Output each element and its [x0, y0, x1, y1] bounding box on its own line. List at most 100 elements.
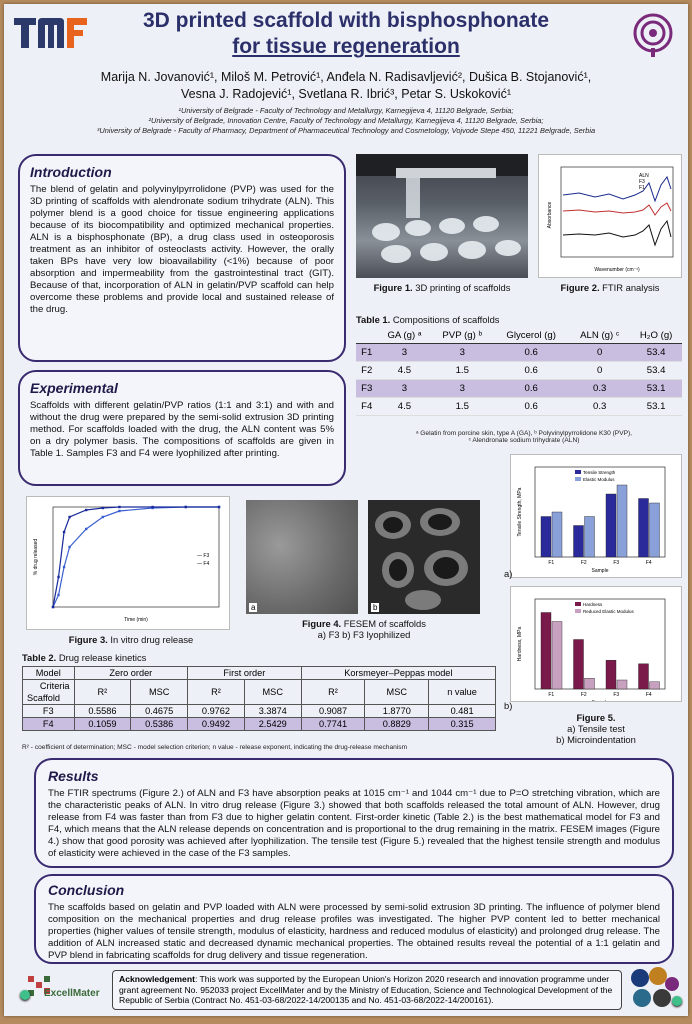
legend-swatch: [575, 477, 581, 481]
drug-release-chart: — F3 — F4 Time (min) % drug released: [26, 496, 230, 630]
title-line-1: 3D printed scaffold with bisphosphonate: [142, 9, 549, 32]
fesem-image-a: a: [246, 500, 358, 614]
poster-title: 3D printed scaffold with bisphosphonate …: [94, 8, 598, 60]
data-point: [85, 527, 88, 531]
table-cell: 1.5: [431, 397, 494, 416]
ack-text: : This work was supported by the Europea…: [119, 974, 613, 1005]
legend-swatch: [575, 609, 581, 613]
bar-F2-0: [573, 639, 584, 690]
fesem-image-b: b: [368, 500, 480, 614]
experimental-text: Scaffolds with different gelatin/PVP rat…: [30, 400, 334, 459]
table-row: F3 0.5586 0.4675 0.9762 3.3874 0.9087 1.8770 0.…: [22, 704, 496, 718]
table-cell: 0.6: [493, 397, 570, 416]
results-heading: Results: [48, 768, 99, 784]
bar-F2-1: [584, 677, 595, 690]
table-cell: F1: [356, 343, 378, 362]
table-cell: 0.6: [493, 361, 570, 380]
drug-release-plot: — F3 — F4 Time (min) % drug released: [33, 505, 221, 623]
title-line-2: for tissue regeneration: [232, 35, 460, 58]
table-cell: F3: [356, 379, 378, 398]
t1-header-0: [356, 328, 378, 344]
bar-F1-1: [551, 621, 563, 690]
table-row: F2 4.5 1.5 0.6 0 53.4: [356, 361, 682, 380]
t2-first-order: First order: [187, 666, 302, 680]
partner-logos: [631, 967, 679, 1007]
pin-right: [672, 996, 682, 1006]
bar-F1-1: [551, 511, 563, 558]
table-cell: 0.9492: [187, 717, 245, 731]
affiliations: ¹University of Belgrade - Faculty of Tec…: [14, 106, 678, 136]
bar-F1-0: [540, 612, 552, 690]
data-point: [118, 509, 121, 513]
legend-label: Elastic Modulus: [583, 477, 615, 482]
data-point: [118, 505, 121, 509]
table-cell: F3: [22, 704, 75, 718]
data-point: [62, 530, 66, 534]
table-cell: F4: [356, 397, 378, 416]
tensile-plot: F1 F2 F3 F4 Tensile Strength Elastic Modulus S…: [517, 466, 666, 574]
data-point: [101, 506, 104, 510]
affiliation-1: ¹University of Belgrade - Faculty of Tec…: [178, 106, 514, 115]
tick-label: F1: [548, 560, 554, 566]
ftir-ylabel: Absorbance: [547, 201, 553, 228]
table-cell: 0: [569, 343, 631, 362]
tick-label: F2: [581, 560, 587, 566]
table-cell: 3: [377, 379, 432, 398]
authors: Marija N. Jovanović¹, Miloš M. Petrović¹…: [34, 69, 658, 103]
data-point: [151, 505, 154, 509]
introduction-section: Introduction The blend of gelatin and po…: [18, 154, 346, 362]
excellmater-text: ExcellMater: [44, 988, 100, 999]
table-cell: 0.5386: [130, 717, 189, 731]
bar-F4-0: [638, 498, 649, 558]
tick-label: F1: [548, 692, 554, 698]
legend-label: Hardness: [583, 602, 603, 607]
data-point: [101, 515, 104, 519]
data-point: [68, 545, 71, 549]
table-cell: 0.1059: [73, 717, 132, 731]
table-cell: 4.5: [377, 397, 432, 416]
conclusion-heading: Conclusion: [48, 882, 125, 898]
table-2-note: R² - coefficient of determination; MSC -…: [22, 744, 408, 751]
bar-F4-1: [649, 681, 660, 690]
t1-header-1: GA (g) ᵃ: [377, 328, 432, 344]
figure-2-caption: Figure 2. FTIR analysis: [560, 282, 660, 293]
table-cell: 53.1: [630, 379, 682, 398]
legend-swatch: [575, 602, 581, 606]
ftir-legend-aln: ALN: [639, 173, 649, 179]
figure-5-caption: Figure 5. a) Tensile test b) Microindent…: [556, 712, 636, 745]
introduction-heading: Introduction: [30, 164, 112, 180]
table-cell: 53.4: [630, 361, 682, 380]
table-cell: 0.8829: [364, 717, 430, 731]
data-point: [68, 515, 71, 519]
table-cell: 3: [377, 343, 432, 362]
tensile-chart: F1 F2 F3 F4 Tensile Strength Elastic Modulus S…: [510, 454, 682, 578]
bar-F3-0: [605, 659, 617, 690]
x-axis-label: Sample: [592, 700, 609, 701]
tick-label: F3: [613, 560, 619, 566]
tick-label: F4: [646, 560, 652, 566]
bar-F1-0: [540, 516, 552, 558]
t2-zero-order: Zero order: [73, 666, 189, 680]
table-cell: 0.3: [569, 397, 631, 416]
legend-F3: — F3: [197, 553, 209, 559]
data-point: [184, 505, 187, 509]
plot-frame: [534, 466, 666, 558]
excellmater-logo: ExcellMater: [26, 970, 104, 1010]
conclusion-text: The scaffolds based on gelatin and PVP l…: [48, 902, 660, 961]
table-cell: 3: [431, 379, 494, 398]
table-cell: 1.8770: [364, 704, 430, 718]
x-axis-label: Time (min): [124, 617, 148, 623]
table-cell: 0.315: [428, 717, 496, 731]
printer-illustration: [356, 154, 528, 263]
t1-header-2: PVP (g) ᵇ: [431, 328, 494, 344]
plot-frame: [52, 506, 220, 608]
results-text: The FTIR spectrums (Figure 2.) of ALN an…: [48, 788, 660, 859]
table-cell: 0.5586: [73, 704, 132, 718]
series-line-F3: [52, 506, 219, 608]
figure-5-label-b: b): [504, 700, 513, 711]
figure-5-label-a: a): [504, 568, 513, 579]
legend-label: Tensile Strength: [583, 470, 616, 475]
t1-header-5: H₂O (g): [630, 328, 682, 344]
experimental-section: Experimental Scaffolds with different ge…: [18, 370, 346, 486]
table-cell: 2.5429: [243, 717, 302, 731]
